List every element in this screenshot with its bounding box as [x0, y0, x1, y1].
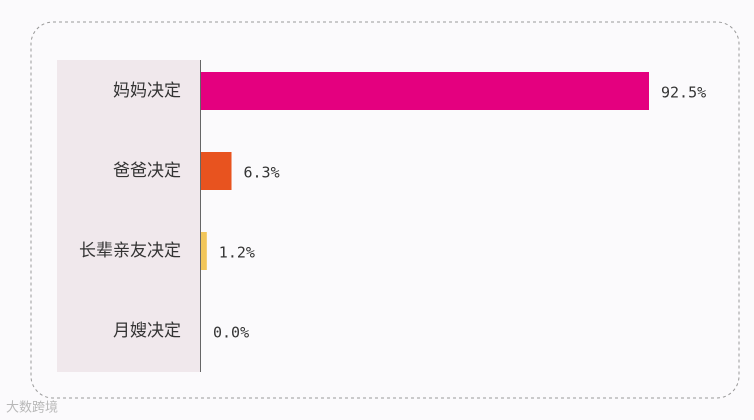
value-label: 1.2%	[219, 244, 255, 262]
label-column	[57, 60, 200, 372]
frame	[30, 21, 740, 399]
value-label: 0.0%	[213, 324, 249, 342]
bar	[201, 72, 649, 110]
bar	[201, 232, 207, 270]
category-label: 爸爸决定	[113, 161, 181, 181]
category-label: 妈妈决定	[113, 81, 181, 101]
category-label: 月嫂决定	[113, 321, 181, 341]
category-label: 长辈亲友决定	[79, 241, 181, 261]
watermark: 大数跨境	[6, 401, 58, 416]
value-label: 92.5%	[661, 84, 706, 102]
value-label: 6.3%	[244, 164, 280, 182]
bar	[201, 152, 232, 190]
